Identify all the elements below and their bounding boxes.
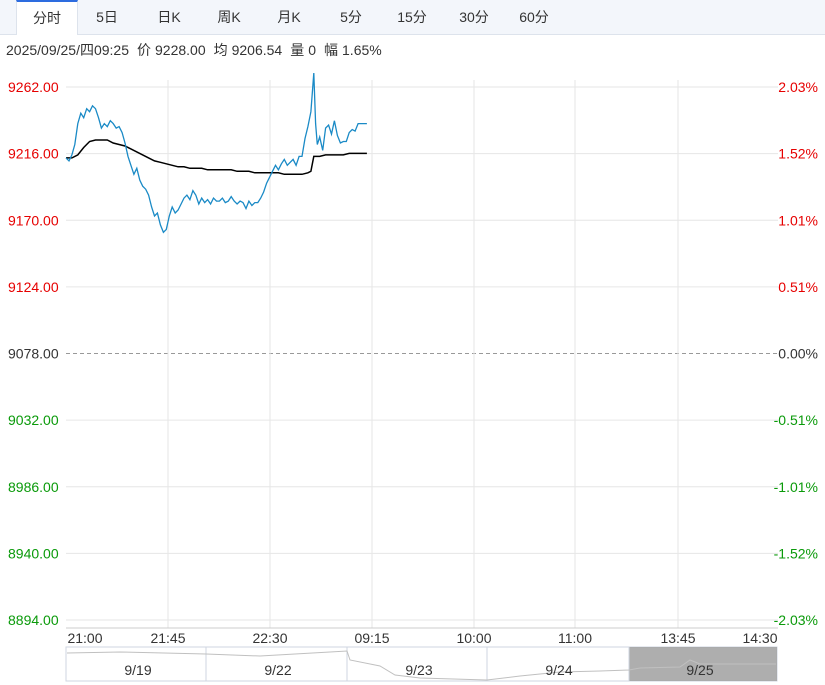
tab-5day[interactable]: 5日 <box>96 9 118 25</box>
x-tick-label: 14:30 <box>742 630 777 646</box>
tab-daily-k[interactable]: 日K <box>157 9 181 25</box>
x-tick-label: 22:30 <box>252 630 287 646</box>
pct-tick-label: -0.51% <box>774 412 818 428</box>
tab-5min[interactable]: 5分 <box>340 9 362 25</box>
y-tick-label: 9170.00 <box>8 212 59 228</box>
avg-price-line <box>66 139 367 176</box>
pct-tick-label: 1.01% <box>778 212 818 228</box>
avg-value: 9206.54 <box>231 42 283 58</box>
y-tick-label: 8894.00 <box>8 612 59 628</box>
date-navigator[interactable]: 9/19 9/22 9/23 9/24 9/25 <box>65 646 778 682</box>
navigator-trend <box>66 650 776 681</box>
y-tick-label: 9032.00 <box>8 412 59 428</box>
x-tick-label: 21:00 <box>67 630 102 646</box>
navigator-date-label: 9/22 <box>264 662 291 678</box>
pct-tick-label: -1.52% <box>774 545 818 561</box>
navigator-date-label: 9/19 <box>124 662 151 678</box>
price-line <box>65 72 367 234</box>
intraday-chart[interactable]: 9262.00 2.03% 9216.00 1.52% 9170.00 1.01% 9124… <box>0 70 825 685</box>
y-tick-label: 9262.00 <box>8 79 59 95</box>
tab-monthly-k[interactable]: 月K <box>277 9 301 25</box>
pct-tick-label: -1.01% <box>774 479 818 495</box>
pct-tick-label: 1.52% <box>778 146 818 162</box>
pct-tick-label: 0.00% <box>778 346 818 362</box>
tab-weekly-k[interactable]: 周K <box>217 9 241 25</box>
x-tick-label: 21:45 <box>150 630 185 646</box>
navigator-date-label: 9/25 <box>686 662 713 678</box>
quote-datetime: 2025/09/25/四09:25 <box>6 42 129 58</box>
volume-value: 0 <box>308 42 317 58</box>
tab-30min[interactable]: 30分 <box>459 9 489 25</box>
y-tick-label: 9216.00 <box>8 146 59 162</box>
range-label: 幅 <box>324 42 339 58</box>
range-value: 1.65% <box>342 42 382 58</box>
y-tick-label: 8940.00 <box>8 545 59 561</box>
quote-infobar: 2025/09/25/四09:25 价 9228.00 均 9206.54 量 0 幅 1.65… <box>6 40 390 60</box>
y-tick-label: 9078.00 <box>8 346 59 362</box>
period-tabbar: 分时 5日 日K 周K 月K 5分 15分 30分 60分 <box>0 0 825 35</box>
pct-tick-label: -2.03% <box>774 612 818 628</box>
price-value: 9228.00 <box>155 42 206 58</box>
x-tick-label: 13:45 <box>660 630 695 646</box>
navigator-date-label: 9/23 <box>405 662 432 678</box>
x-tick-label: 11:00 <box>558 630 592 646</box>
x-tick-label: 09:15 <box>354 630 389 646</box>
pct-tick-label: 2.03% <box>778 79 818 95</box>
navigator-date-label: 9/24 <box>545 662 572 678</box>
avg-label: 均 <box>213 42 228 58</box>
pct-tick-label: 0.51% <box>778 279 818 295</box>
tab-15min[interactable]: 15分 <box>397 9 427 25</box>
tab-intraday[interactable]: 分时 <box>16 0 78 35</box>
volume-label: 量 <box>290 42 305 58</box>
y-tick-label: 8986.00 <box>8 479 59 495</box>
y-tick-label: 9124.00 <box>8 279 59 295</box>
tab-60min[interactable]: 60分 <box>519 9 549 25</box>
x-tick-label: 10:00 <box>456 630 491 646</box>
price-label: 价 <box>137 42 151 58</box>
